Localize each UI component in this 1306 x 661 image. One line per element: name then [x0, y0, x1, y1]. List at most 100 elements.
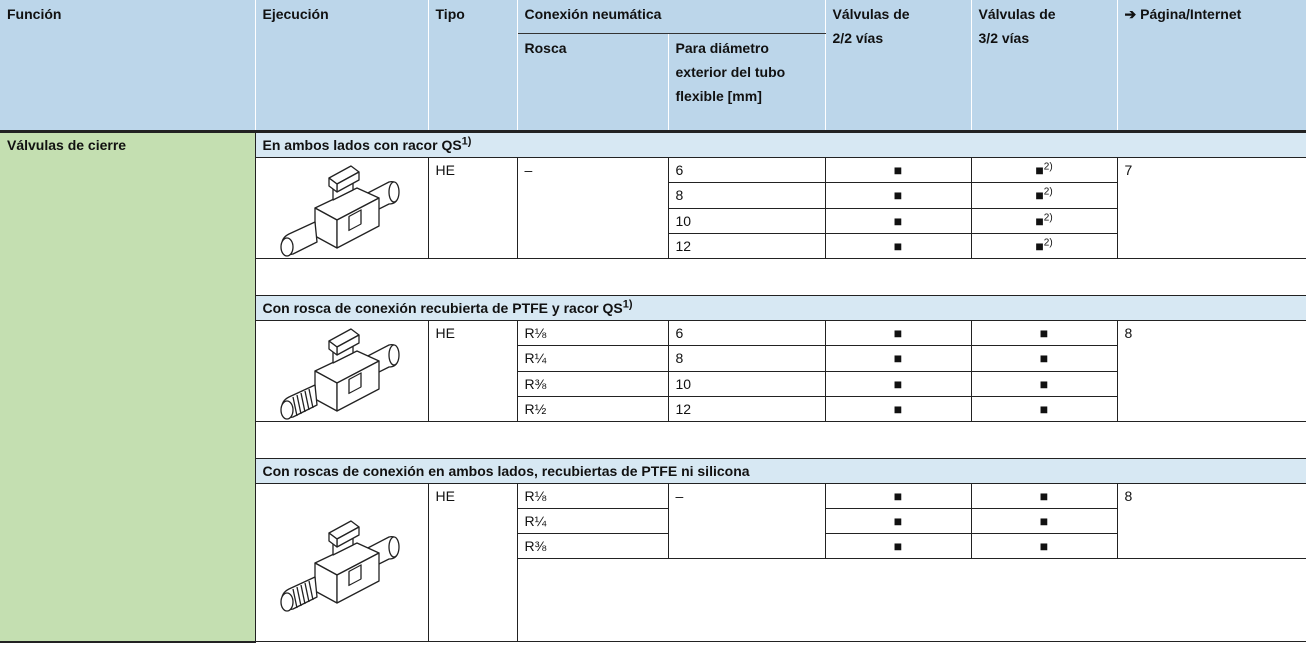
valve-3-2-mark: ■ [970, 533, 1118, 559]
valve-2-2-mark: ■ [824, 319, 972, 347]
valve-3-2-mark: ■2) [970, 207, 1118, 234]
section-title: En ambos lados con racor QS1) [254, 131, 1306, 158]
valve-3-2-mark: ■2) [970, 156, 1118, 184]
mark-symbol: ■ [1039, 488, 1049, 504]
thread-cell: R½ [516, 395, 669, 423]
valve-illustration [279, 519, 400, 612]
diameter-cell: – [667, 483, 826, 559]
valve-2-2-mark: ■ [824, 483, 972, 509]
diameter-cell: 6 [667, 319, 826, 347]
header-cell: Conexión neumática [517, 0, 826, 34]
header-cell: ➔ Página/Internet [1117, 0, 1306, 133]
thread-cell: R¼ [516, 345, 669, 372]
valve-3-2-mark: ■ [970, 395, 1118, 423]
blank-row [0, 558, 1306, 642]
blank-cell [254, 421, 1306, 459]
footnote-ref: 2) [1043, 186, 1053, 198]
product-table: Función Ejecución Tipo Conexión neumátic… [0, 0, 1306, 643]
thread-cell: R¼ [516, 508, 669, 534]
valve-3-2-mark: ■ [970, 483, 1118, 509]
section-row: Con roscas de conexión en ambos lados, r… [0, 458, 1306, 484]
valve-2-2-mark: ■ [824, 232, 972, 260]
thread-cell: R⅛ [516, 483, 669, 509]
header-cell: Para diámetro exterior del tubo flexible [… [668, 33, 826, 133]
header-cell: Válvulas de 3/2 vías [971, 0, 1118, 133]
image-cell [254, 157, 429, 259]
data-row: HE R⅛ – ■ ■ 8 [0, 483, 1306, 642]
diameter-cell: 8 [667, 182, 826, 209]
mark-symbol: ■ [1039, 375, 1049, 392]
data-row: 10 ■ ■2) [0, 207, 1306, 234]
blank-cell [254, 258, 1306, 296]
valve-2-2-mark: ■ [824, 156, 972, 184]
valve-3-2-mark: ■ [970, 345, 1118, 372]
valve-2-2-mark: ■ [824, 345, 972, 372]
header-text: Válvulas de [832, 6, 910, 22]
mark-symbol: ■ [1039, 400, 1049, 417]
header-text: Válvulas de [978, 6, 1056, 22]
section-title-text: Con rosca de conexión recubierta de PTFE… [262, 300, 623, 316]
data-row: R⅜ ■ ■ [0, 533, 1306, 559]
valve-illustration [279, 165, 400, 257]
valve-2-2-mark: ■ [824, 207, 972, 234]
blank-row [0, 421, 1306, 459]
table-body: Válvulas de cierre En ambos lados con rac… [0, 131, 1306, 643]
valve-2-2-mark: ■ [824, 182, 972, 209]
image-cell [254, 320, 429, 422]
section-row: Con rosca de conexión recubierta de PTFE… [0, 295, 1306, 321]
type-cell: HE [427, 157, 518, 259]
diameter-cell: 10 [667, 207, 826, 234]
footnote-ref: 1) [622, 298, 633, 311]
footnote-ref: 2) [1043, 237, 1053, 249]
mark-symbol: ■ [1035, 237, 1044, 254]
valve-2-2-mark: ■ [824, 508, 972, 534]
data-row: R½ 12 ■ ■ [0, 395, 1306, 423]
header-text: flexible [mm] [675, 88, 762, 104]
data-row: R⅜ 10 ■ ■ [0, 370, 1306, 397]
header-cell: Ejecución [255, 0, 429, 133]
mark-symbol: ■ [1039, 538, 1049, 554]
valve-3-2-mark: ■2) [970, 182, 1118, 209]
page-cell: 8 [1116, 320, 1306, 422]
data-row: R¼ ■ ■ [0, 508, 1306, 534]
mark-symbol: ■ [1035, 162, 1044, 178]
mark-symbol: ■ [1039, 513, 1049, 529]
diameter-cell: 12 [667, 395, 826, 423]
type-cell: HE [427, 320, 518, 422]
diameter-cell: 8 [667, 345, 826, 372]
thread-cell: R⅛ [516, 319, 669, 347]
header-cell: Función [0, 0, 256, 133]
section-title-text: Con roscas de conexión en ambos lados, r… [262, 463, 750, 479]
diameter-cell: 10 [667, 370, 826, 397]
data-row: 12 ■ ■2) [0, 232, 1306, 260]
page-cell: 7 [1116, 157, 1306, 259]
header-cell: Rosca [517, 33, 669, 133]
section-title: Con rosca de conexión recubierta de PTFE… [254, 295, 1306, 321]
valve-2-2-mark: ■ [824, 395, 972, 423]
footnote-ref: 1) [461, 135, 472, 148]
header-text: exterior del tubo [675, 64, 786, 80]
mark-symbol: ■ [1039, 325, 1049, 341]
image-cell [254, 483, 429, 642]
page-cell: 8 [1116, 483, 1306, 559]
valve-illustration [279, 328, 400, 420]
header-text: Para diámetro [675, 40, 769, 56]
mark-symbol: ■ [1035, 187, 1044, 204]
mark-symbol: ■ [1035, 212, 1044, 229]
footnote-ref: 2) [1043, 161, 1053, 173]
header-text: 2/2 vías [832, 30, 884, 46]
diameter-cell: 12 [667, 232, 826, 260]
table-header: Función Ejecución Tipo Conexión neumátic… [0, 0, 1306, 133]
section-title-text: En ambos lados con racor QS [262, 137, 462, 153]
thread-cell: R⅜ [516, 533, 669, 559]
mark-symbol: ■ [1039, 350, 1049, 367]
data-row: HE R⅛ 6 ■ ■ 8 [0, 319, 1306, 422]
section-row: Válvulas de cierre En ambos lados con rac… [0, 131, 1306, 643]
valve-2-2-mark: ■ [824, 370, 972, 397]
data-row: HE –6 ■ ■2) 7 [0, 156, 1306, 259]
data-row: 8 ■ ■2) [0, 182, 1306, 209]
footnote-ref: 2) [1043, 211, 1053, 223]
section-title: Con roscas de conexión en ambos lados, r… [254, 458, 1306, 484]
header-text: 3/2 vías [978, 30, 1030, 46]
